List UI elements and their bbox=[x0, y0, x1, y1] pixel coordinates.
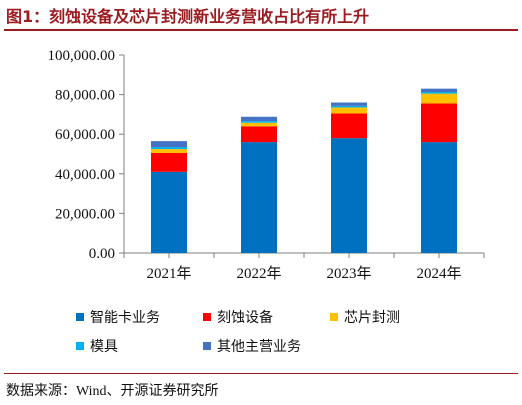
bar-segment bbox=[331, 113, 367, 139]
bar-segment bbox=[241, 142, 277, 253]
legend-label: 智能卡业务 bbox=[90, 310, 160, 326]
legend-swatch bbox=[76, 313, 84, 321]
bar-segment bbox=[331, 107, 367, 114]
x-tick-label: 2022年 bbox=[236, 265, 281, 282]
bar-segment bbox=[151, 147, 187, 150]
stacked-bar-chart: 0.00 20,000.00 40,000.00 60,000.00 80,000.00… bbox=[48, 48, 485, 355]
bar-segment bbox=[151, 141, 187, 148]
legend-label: 其他主营业务 bbox=[217, 339, 301, 355]
bar-segment bbox=[421, 142, 457, 253]
legend-swatch bbox=[203, 342, 211, 350]
bar-segment bbox=[421, 88, 457, 93]
bar-segment bbox=[151, 171, 187, 253]
chart-title: 图1：刻蚀设备及芯片封测新业务营收占比有所上升 bbox=[6, 7, 370, 26]
legend-label: 芯片封测 bbox=[344, 310, 400, 326]
legend-label: 模具 bbox=[90, 339, 118, 355]
bar-segment bbox=[331, 102, 367, 106]
bar-segment bbox=[331, 105, 367, 108]
legend-label: 刻蚀设备 bbox=[217, 309, 273, 326]
bar-segment bbox=[331, 138, 367, 253]
bar-segment bbox=[241, 121, 277, 123]
x-tick-label: 2024年 bbox=[416, 265, 461, 282]
y-tick-label: 100,000.00 bbox=[48, 48, 116, 64]
bar-segment bbox=[421, 93, 457, 104]
y-tick-label: 80,000.00 bbox=[55, 88, 115, 104]
title-divider bbox=[4, 29, 518, 31]
bar-segment bbox=[241, 126, 277, 143]
x-tick-label: 2021年 bbox=[146, 265, 191, 282]
source-note: 数据来源：Wind、开源证券研究所 bbox=[6, 384, 219, 399]
bar-segment bbox=[421, 92, 457, 94]
y-tick-label: 40,000.00 bbox=[55, 167, 115, 183]
bar-segment bbox=[241, 122, 277, 127]
legend-swatch bbox=[203, 313, 211, 321]
bar-segment bbox=[151, 149, 187, 154]
legend-swatch bbox=[76, 342, 84, 350]
bar-segment bbox=[241, 116, 277, 122]
x-tick-label: 2023年 bbox=[326, 265, 371, 282]
y-tick-label: 60,000.00 bbox=[55, 127, 115, 143]
legend-swatch bbox=[330, 313, 338, 321]
y-tick-label: 20,000.00 bbox=[55, 206, 115, 222]
y-tick-label: 0.00 bbox=[89, 246, 115, 262]
footer-divider bbox=[4, 373, 518, 374]
bar-segment bbox=[151, 153, 187, 172]
bar-segment bbox=[421, 103, 457, 143]
